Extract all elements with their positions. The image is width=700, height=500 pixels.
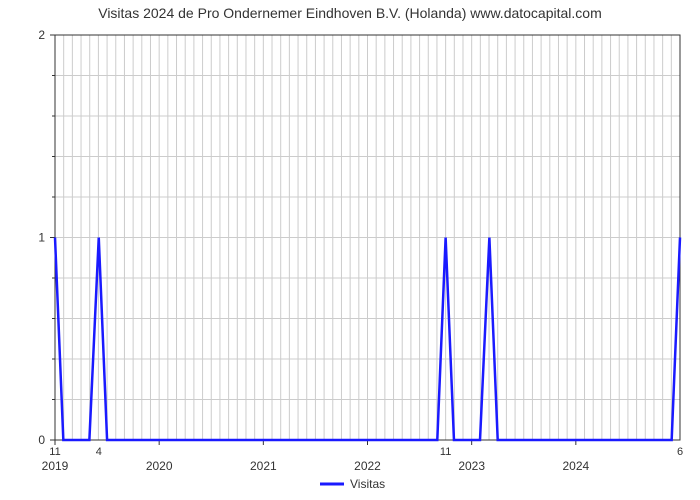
- chart-title: Visitas 2024 de Pro Ondernemer Eindhoven…: [98, 5, 602, 21]
- data-label: 4: [96, 446, 102, 458]
- data-label: 11: [49, 446, 60, 458]
- chart-svg: Visitas 2024 de Pro Ondernemer Eindhoven…: [0, 0, 700, 500]
- legend-label: Visitas: [350, 477, 385, 491]
- y-tick-label: 1: [38, 231, 45, 245]
- y-tick-label: 0: [38, 433, 45, 447]
- data-label: 6: [677, 446, 683, 458]
- x-tick-label: 2023: [458, 459, 485, 473]
- x-tick-label: 2020: [146, 459, 173, 473]
- x-tick-label: 2021: [250, 459, 277, 473]
- x-tick-label: 2024: [562, 459, 589, 473]
- x-tick-label: 2019: [42, 459, 69, 473]
- y-tick-label: 2: [38, 28, 45, 42]
- visits-chart: Visitas 2024 de Pro Ondernemer Eindhoven…: [0, 0, 700, 500]
- x-tick-label: 2022: [354, 459, 381, 473]
- data-label: 11: [440, 446, 451, 458]
